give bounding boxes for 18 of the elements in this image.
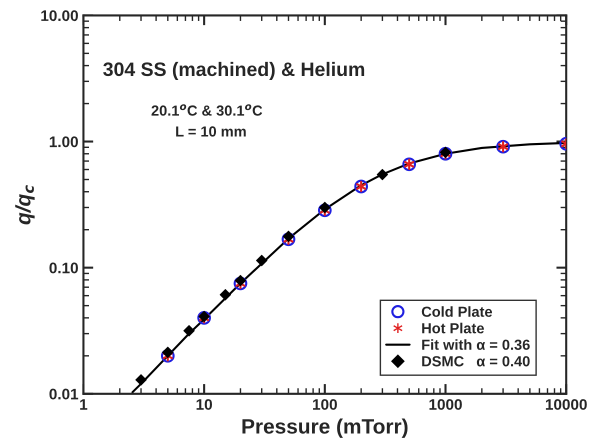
y-tick-label: 0.01 (49, 388, 78, 400)
x-tick-label: 10000 (546, 399, 587, 410)
x-tick-label: 100 (313, 399, 337, 410)
x-axis-title: Pressure (mTorr) (242, 418, 408, 438)
annotation: 20.1$^{o}$C & 30.1$^{o}$C (152, 104, 262, 116)
annotation: L = 10 mm (176, 126, 246, 137)
x-tick-label: 1000 (429, 399, 462, 410)
annotation: 304 SS (machined) & Helium (103, 62, 364, 80)
y-tick-label: 0.10 (49, 262, 78, 274)
legend-label: Hot Plate (422, 322, 484, 334)
y-tick-label: 1.00 (50, 136, 78, 148)
legend-label: Fit with α = 0.36 (422, 339, 530, 350)
x-tick-label: 1 (80, 399, 88, 410)
x-tick-label: 10 (196, 399, 212, 410)
legend-label: Cold Plate (422, 306, 492, 317)
y-axis-title: q/q$_{c}$ (15, 185, 35, 224)
y-tick-label: 10.00 (41, 10, 78, 22)
legend-label: DSMC α = 0.40 (422, 356, 530, 366)
